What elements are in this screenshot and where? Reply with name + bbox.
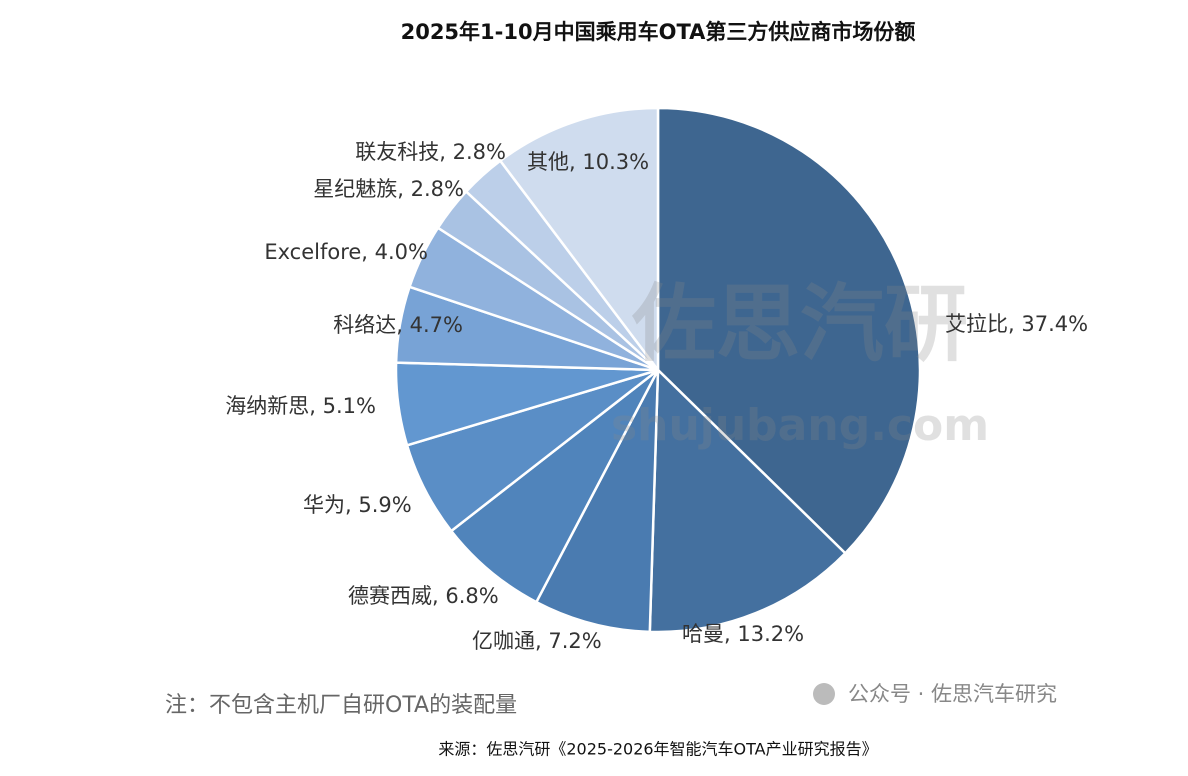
slice-label: Excelfore, 4.0% xyxy=(264,240,428,264)
pie-slice xyxy=(534,369,660,634)
labels: 艾拉比, 37.4% 哈曼, 13.2% 亿咖通, 7.2% 德赛西威, 6.8% 华为… xyxy=(225,140,1088,653)
pie-slice xyxy=(449,369,660,604)
wechat-icon xyxy=(813,683,835,705)
source: 来源：佐思汽研《2025-2026年智能汽车OTA产业研究报告》 xyxy=(438,740,877,759)
slice-label: 艾拉比, 37.4% xyxy=(945,312,1088,336)
pie xyxy=(394,106,922,634)
slice-label: 哈曼, 13.2% xyxy=(682,622,804,646)
slice-label: 科络达, 4.7% xyxy=(333,313,463,337)
pie-slice xyxy=(648,367,848,634)
slice-label: 华为, 5.9% xyxy=(303,493,412,517)
wechat: 公众号 · 佐思汽车研究 xyxy=(848,682,1057,706)
slice-label: 其他, 10.3% xyxy=(527,150,649,174)
slice-label: 亿咖通, 7.2% xyxy=(472,629,602,653)
watermark: 佐思汽研 xyxy=(631,275,968,373)
chart-title: 2025年1-10月中国乘用车OTA第三方供应商市场份额 xyxy=(401,20,916,44)
slice-label: 海纳新思, 5.1% xyxy=(225,394,376,418)
slice-label: 联友科技, 2.8% xyxy=(355,140,506,164)
slice-label: 德赛西威, 6.8% xyxy=(348,584,499,608)
note: 注：不包含主机厂自研OTA的装配量 xyxy=(165,693,517,718)
slice-label: 星纪魅族, 2.8% xyxy=(313,177,464,201)
pie-slice xyxy=(656,106,922,555)
watermark-url: shujubang.com xyxy=(611,400,989,451)
pie-slice xyxy=(498,106,660,374)
